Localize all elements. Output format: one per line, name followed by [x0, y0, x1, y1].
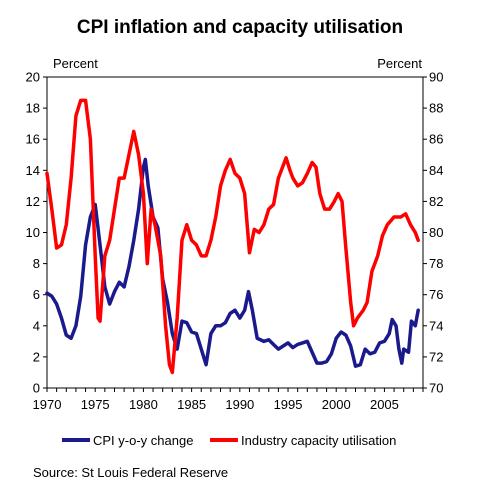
right-tick-label: 82	[429, 194, 443, 209]
right-tick-label: 76	[429, 287, 443, 302]
right-tick-label: 74	[429, 318, 443, 333]
chart-title: CPI inflation and capacity utilisation	[77, 17, 403, 38]
left-tick-label: 4	[33, 318, 40, 333]
right-tick-label: 88	[429, 101, 443, 116]
right-tick-label: 80	[429, 225, 443, 240]
right-axis-label: Percent	[377, 56, 422, 71]
source-note: Source: St Louis Federal Reserve	[33, 465, 228, 480]
left-tick-label: 10	[26, 225, 40, 240]
series-line-capacity	[45, 98, 420, 375]
axis-ticks: 0 2 4 6 8 10 12 14 16 18 20 70 72 74 76 78 80 82 84 86 88 90 1…	[26, 70, 444, 413]
plot-frame	[46, 76, 424, 389]
left-tick-label: 16	[26, 132, 40, 147]
x-tick-label: 1990	[225, 397, 254, 412]
legend-label-capacity: Industry capacity utilisation	[241, 433, 396, 448]
left-tick-label: 18	[26, 101, 40, 116]
series-line-cpi	[45, 157, 420, 368]
x-tick-label: 1985	[177, 397, 206, 412]
right-tick-label: 78	[429, 256, 443, 271]
right-tick-label: 84	[429, 163, 443, 178]
left-tick-label: 8	[33, 256, 40, 271]
x-tick-label: 1970	[33, 397, 62, 412]
right-tick-label: 70	[429, 381, 443, 396]
x-tick-label: 1975	[81, 397, 110, 412]
right-tick-label: 72	[429, 349, 443, 364]
left-tick-label: 12	[26, 194, 40, 209]
legend: CPI y-o-y change Industry capacity utili…	[62, 433, 396, 448]
left-tick-label: 2	[33, 349, 40, 364]
series-lines	[45, 98, 420, 375]
left-tick-label: 6	[33, 287, 40, 302]
left-tick-label: 14	[26, 163, 40, 178]
left-axis-label: Percent	[53, 56, 98, 71]
x-tick-label: 1980	[129, 397, 158, 412]
x-tick-label: 2000	[322, 397, 351, 412]
left-tick-label: 20	[26, 70, 40, 85]
right-tick-label: 90	[429, 70, 443, 85]
legend-label-cpi: CPI y-o-y change	[93, 433, 193, 448]
right-tick-label: 86	[429, 132, 443, 147]
left-tick-label: 0	[33, 381, 40, 396]
x-tick-label: 1995	[274, 397, 303, 412]
x-tick-label: 2005	[370, 397, 399, 412]
